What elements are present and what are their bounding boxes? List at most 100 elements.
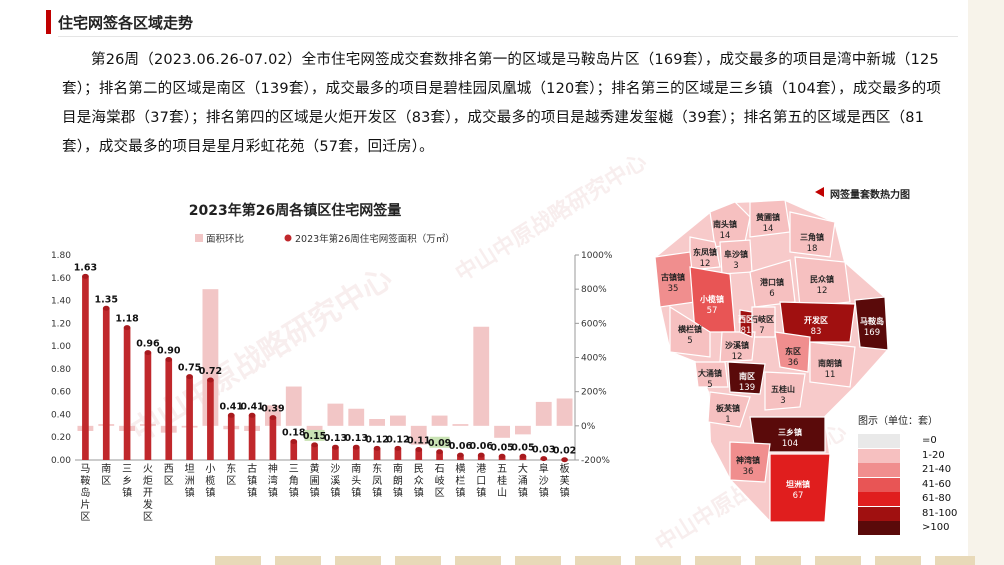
ratio-bar xyxy=(327,403,344,426)
y-left-tick: 1.40 xyxy=(51,297,71,307)
area-bar xyxy=(394,448,402,460)
ratio-bar xyxy=(390,415,406,426)
x-tick-label: 南朗镇 xyxy=(393,462,403,499)
area-bar-cap xyxy=(227,412,235,418)
data-label: 0.05 xyxy=(490,442,513,453)
map-region-value: 67 xyxy=(793,491,804,501)
map-region-value: 12 xyxy=(732,352,743,362)
legend-label: 1-20 xyxy=(922,449,945,461)
map-region-value: 12 xyxy=(700,259,711,269)
x-tick-label: 火炬开发区 xyxy=(143,463,153,523)
x-tick-label: 东区 xyxy=(226,462,236,487)
map-region-value: 18 xyxy=(807,244,818,254)
map-region-value: 104 xyxy=(782,439,798,449)
data-label: 0.12 xyxy=(386,434,409,445)
map-region-name: 东凤镇 xyxy=(693,247,717,257)
legend-label: 面积环比 xyxy=(206,233,244,245)
legend-swatch xyxy=(858,477,900,492)
map-region-name: 民众镇 xyxy=(810,274,834,284)
data-label: 0.96 xyxy=(136,339,160,350)
page-title: 住宅网签各区域走势 xyxy=(58,14,194,32)
y-right-tick: 0% xyxy=(581,422,596,432)
map-region-value: 169 xyxy=(864,328,880,338)
area-bar-cap xyxy=(248,412,256,418)
title-divider xyxy=(58,36,958,37)
chart-legend: 面积环比 2023年第26周住宅网签面积（万㎡） xyxy=(195,233,455,245)
legend-swatch xyxy=(858,448,900,463)
map-region-value: 14 xyxy=(763,224,774,234)
data-label: 0.03 xyxy=(532,445,555,456)
map-legend-item: 1-20 xyxy=(858,448,958,463)
y-left-tick: 1.60 xyxy=(51,274,71,284)
map-region-value: 139 xyxy=(739,383,755,393)
map-region-name: 横栏镇 xyxy=(678,324,702,334)
map-region xyxy=(749,416,826,453)
legend-swatch xyxy=(858,521,900,535)
x-tick-label: 大涌镇 xyxy=(518,462,528,499)
ratio-bar xyxy=(202,289,219,426)
area-bar xyxy=(415,449,423,460)
area-bar xyxy=(123,327,131,460)
x-tick-label: 黄圃镇 xyxy=(310,462,320,499)
map-region-name: 开发区 xyxy=(804,315,828,325)
ratio-bar xyxy=(452,424,469,426)
data-label: 0.06 xyxy=(449,441,473,452)
map-region-name: 三角镇 xyxy=(800,232,824,242)
x-tick-label: 神湾镇 xyxy=(268,462,278,499)
area-bar-cap xyxy=(415,446,423,452)
chart-title: 2023年第26周各镇区住宅网签量 xyxy=(189,202,401,219)
x-tick-label: 民众镇 xyxy=(414,463,424,499)
area-bar-cap xyxy=(102,305,110,311)
map-region xyxy=(729,441,771,483)
map-region-value: 14 xyxy=(720,231,731,241)
area-bar-cap xyxy=(540,456,548,462)
map-region-value: 11 xyxy=(825,370,836,380)
data-label: 0.06 xyxy=(470,441,494,452)
area-bar-cap xyxy=(373,445,381,451)
map-region-value: 5 xyxy=(707,380,712,390)
map-region-name: 神湾镇 xyxy=(736,455,760,465)
bar-chart: 2023年第26周各镇区住宅网签量 面积环比 2023年第26周住宅网签面积（万㎡… xyxy=(51,202,613,523)
ratio-bar xyxy=(556,398,573,426)
data-label: 0.09 xyxy=(428,438,451,449)
map-region-name: 沙溪镇 xyxy=(725,340,749,350)
ratio-bar xyxy=(535,401,552,426)
legend-label: 21-40 xyxy=(922,464,952,475)
y-left-tick: 1.80 xyxy=(51,251,71,261)
legend-label: 41-60 xyxy=(922,478,952,490)
y-right-tick: 400% xyxy=(581,354,607,364)
map-region-name: 南区 xyxy=(739,371,755,381)
map-region xyxy=(694,361,729,388)
area-bar-cap xyxy=(498,453,506,459)
legend-swatch xyxy=(858,492,900,506)
ratio-bar xyxy=(348,408,365,426)
area-bar-cap xyxy=(394,445,402,451)
x-tick-label: 古镇镇 xyxy=(247,462,257,499)
bottom-decoration xyxy=(215,556,975,565)
area-bar xyxy=(248,415,256,460)
legend-swatch-ratio xyxy=(195,234,203,242)
area-bar-cap xyxy=(82,273,89,279)
y-left-tick: 0.20 xyxy=(51,433,71,443)
y-right-tick: -200% xyxy=(581,456,610,466)
map-region-value: 7 xyxy=(759,326,764,336)
map-region-value: 35 xyxy=(668,284,679,294)
map-legend-item: 41-60 xyxy=(858,477,958,492)
legend-swatch xyxy=(858,434,900,448)
area-bar xyxy=(186,376,193,460)
legend-label: 81-100 xyxy=(922,507,958,519)
legend-swatch xyxy=(858,506,900,521)
data-label: 0.15 xyxy=(303,431,326,442)
area-bar xyxy=(144,352,152,460)
legend-label: =0 xyxy=(922,435,937,446)
map-region-value: 57 xyxy=(707,306,718,316)
area-bar xyxy=(82,276,89,460)
map-region-name: 古镇镇 xyxy=(661,272,685,282)
map-region-name: 坦洲镇 xyxy=(786,479,810,489)
area-bar-cap xyxy=(352,444,360,450)
map-region-name: 西区 xyxy=(738,315,754,324)
legend-label: 2023年第26周住宅网签面积（万㎡） xyxy=(295,233,455,245)
map-region-name: 小榄镇 xyxy=(699,294,724,304)
